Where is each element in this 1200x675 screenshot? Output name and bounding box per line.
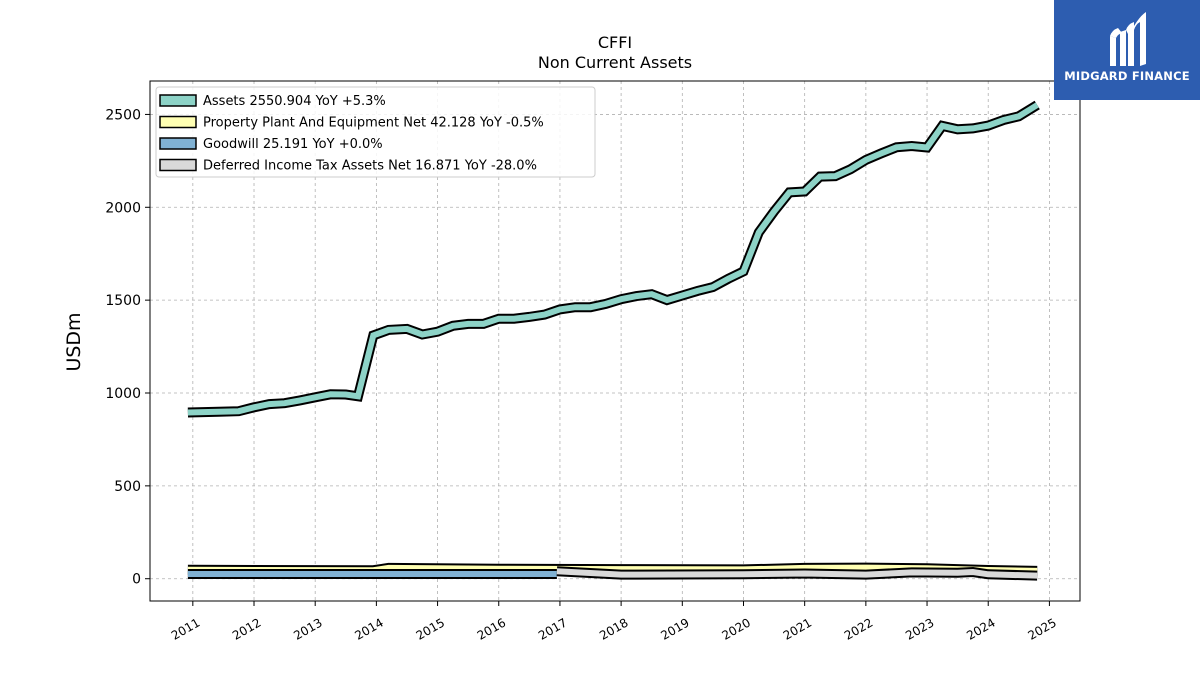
- y-tick-label: 0: [132, 572, 141, 588]
- y-tick-label: 2500: [105, 107, 141, 123]
- y-axis-label: USDm: [63, 312, 85, 371]
- series-line: [187, 102, 1039, 416]
- logo-text: MIDGARD FINANCE: [1064, 69, 1190, 83]
- y-tick-label: 1000: [105, 386, 141, 402]
- x-tick-label: 2016: [475, 615, 508, 642]
- legend-swatch: [159, 94, 197, 107]
- chart-title: CFFI: [598, 33, 632, 52]
- legend-label: Assets 2550.904 YoY +5.3%: [203, 94, 386, 109]
- legend-label: Goodwill 25.191 YoY +0.0%: [203, 137, 383, 152]
- x-tick-label: 2021: [781, 615, 814, 642]
- x-tick-label: 2018: [597, 615, 630, 642]
- axis-ticks: 0 500 1000 1500 2000 2500 2011 2012 2013 2014 2015…: [105, 107, 1059, 642]
- series-layer: [187, 100, 1040, 581]
- plot-frame: [149, 80, 1081, 602]
- x-tick-label: 2025: [1025, 615, 1058, 642]
- y-tick-label: 500: [114, 479, 141, 495]
- legend-swatch: [159, 137, 197, 150]
- x-tick-label: 2024: [964, 615, 997, 642]
- x-tick-label: 2019: [658, 615, 691, 642]
- legend-label: Property Plant And Equipment Net 42.128 …: [203, 116, 544, 131]
- x-tick-label: 2015: [414, 615, 447, 642]
- midgard-finance-logo: MIDGARD FINANCE: [1054, 0, 1200, 100]
- y-tick-label: 2000: [105, 200, 141, 216]
- series-line: [556, 568, 1038, 579]
- legend-swatch: [159, 115, 197, 129]
- x-tick-label: 2023: [903, 615, 936, 642]
- x-tick-label: 2020: [720, 615, 753, 642]
- x-tick-label: 2014: [352, 615, 385, 642]
- x-tick-label: 2011: [169, 615, 202, 642]
- chart-subtitle: Non Current Assets: [538, 53, 692, 72]
- legend-label: Deferred Income Tax Assets Net 16.871 Yo…: [203, 159, 537, 174]
- legend: Assets 2550.904 YoY +5.3% Property Plant …: [155, 86, 596, 178]
- y-tick-label: 1500: [105, 293, 141, 309]
- logo-mark-icon: [1110, 12, 1146, 66]
- x-tick-label: 2012: [230, 615, 263, 642]
- x-tick-label: 2017: [536, 615, 569, 642]
- legend-box: [155, 86, 596, 178]
- legend-swatch: [159, 158, 197, 172]
- x-tick-label: 2013: [291, 615, 324, 642]
- x-tick-label: 2022: [842, 615, 875, 642]
